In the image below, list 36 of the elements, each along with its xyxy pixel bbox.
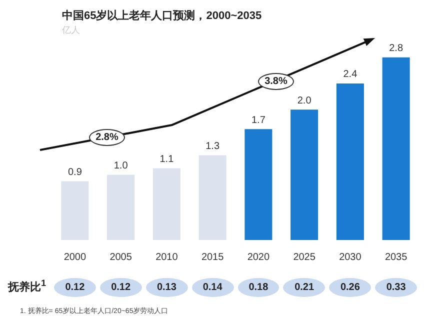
data-label: 1.0	[114, 160, 128, 172]
bar	[61, 181, 89, 240]
annotation: 3.8%	[264, 76, 288, 87]
x-tick-label: 2025	[293, 252, 316, 263]
data-label: 0.12	[100, 278, 142, 297]
x-tick-label: 2005	[110, 252, 132, 263]
x-tick-label: 2020	[247, 252, 270, 263]
x-tick-label: 2015	[201, 252, 224, 263]
x-tick-label: 2000	[64, 252, 86, 263]
bar	[290, 110, 318, 240]
chart-title: 中国65岁以上老年人口预测，2000~2035	[62, 8, 262, 23]
data-label: 0.12	[54, 278, 96, 297]
bar	[244, 129, 272, 240]
data-label: 0.26	[329, 278, 372, 297]
data-label: 0.14	[192, 278, 234, 297]
bar	[382, 57, 410, 240]
data-label: 1.1	[160, 154, 174, 166]
bar	[336, 83, 364, 240]
data-label: 0.21	[283, 278, 326, 297]
data-label: 0.33	[375, 278, 417, 297]
data-label: 1.7	[251, 114, 266, 126]
data-label: 0.13	[146, 278, 188, 297]
x-tick-label: 2010	[156, 252, 178, 263]
data-label: 2.0	[297, 95, 312, 106]
x-tick-label: 2030	[339, 252, 362, 263]
data-label: 1.3	[206, 140, 220, 152]
bar	[107, 174, 135, 240]
bar	[198, 155, 226, 240]
text: 抚养比$^{1}$	[8, 278, 46, 295]
data-label: 0.18	[238, 278, 280, 297]
annotation: 2.8%	[96, 132, 118, 143]
x-tick-label: 2035	[384, 252, 408, 263]
data-label: 2.8	[389, 43, 404, 54]
data-label: 2.4	[343, 69, 358, 80]
data-label: 0.9	[68, 167, 82, 178]
bar	[152, 168, 180, 240]
